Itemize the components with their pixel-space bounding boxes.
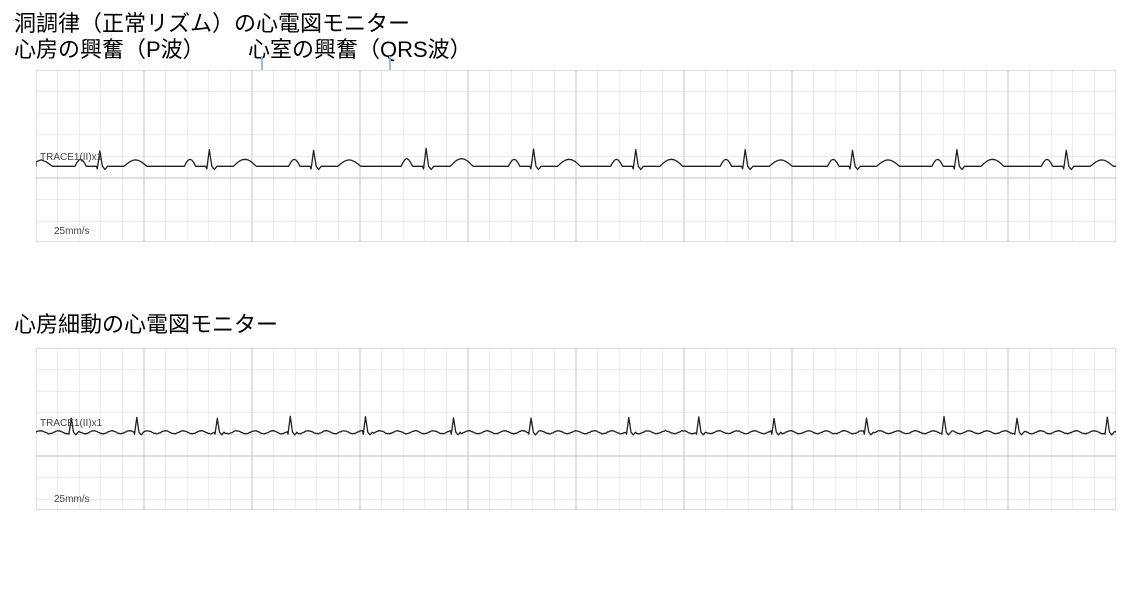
title-sinus-qrs: 心室の興奮（QRS波） <box>248 32 472 64</box>
ecg-svg-afib <box>36 348 1116 510</box>
trace-label-afib: TRACE1(II)x1 <box>40 418 102 429</box>
speed-label-sinus: 25mm/s <box>54 226 90 237</box>
title-sinus-pwave: 心房の興奮（P波） <box>14 32 205 64</box>
ecg-svg-sinus <box>36 70 1116 242</box>
page: { "titles": { "sinus_main": "洞調律（正常リズム）の… <box>0 0 1138 600</box>
title-afib-main: 心房細動の心電図モニター <box>14 307 278 339</box>
trace-label-sinus: TRACE1(II)x1 <box>40 152 102 163</box>
ecg-strip-sinus: TRACE1(II)x1 25mm/s <box>36 70 1116 242</box>
ecg-strip-afib: TRACE1(II)x1 25mm/s <box>36 348 1116 510</box>
speed-label-afib: 25mm/s <box>54 494 90 505</box>
